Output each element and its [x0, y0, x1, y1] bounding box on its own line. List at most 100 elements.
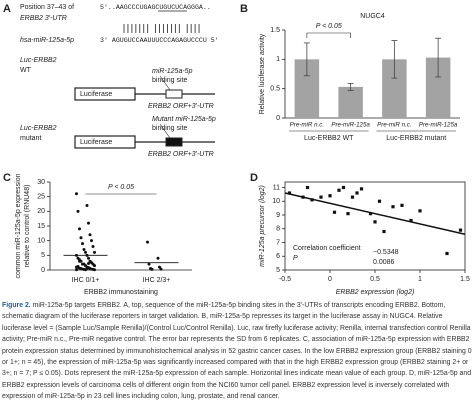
point: [458, 228, 463, 232]
caption: Figure 2. miR-125a-5p targets ERBB2. A, …: [2, 300, 472, 403]
plot-frame: [284, 181, 466, 271]
x-axis-label: ERBB2 immunostaining: [84, 289, 158, 296]
site-label: binding site: [152, 125, 188, 132]
dot: [93, 250, 96, 254]
panel-label: A: [3, 3, 11, 15]
dot: [159, 267, 163, 271]
site-pointer: [159, 75, 171, 91]
dot: [87, 221, 90, 225]
y-axis-label: Relative luciferase activity: [259, 33, 266, 114]
y-tick-label: 1.5: [270, 27, 280, 34]
dot: [88, 233, 92, 237]
point: [409, 218, 413, 223]
point: [377, 199, 382, 203]
dot: [87, 262, 90, 266]
dot: [76, 209, 80, 213]
x-tick-label: Pre-miR-125a: [419, 122, 458, 129]
bar: [338, 86, 363, 118]
y-tick-label: 5: [41, 252, 45, 259]
annotation: P < 0.05: [108, 184, 134, 191]
y-tick-label: 8: [276, 226, 280, 233]
x-tick-label: 1: [418, 276, 422, 283]
dot: [156, 256, 160, 260]
construct-name: Luc-ERBB2: [20, 57, 57, 64]
y-tick-label: 7: [276, 239, 280, 246]
dot: [84, 250, 87, 254]
y-tick-label: 15: [37, 223, 45, 230]
site-label: miR-125a-5p: [152, 68, 193, 75]
constructs: Luc-ERBB2 WT Luciferase miR-125a-5p binding …: [20, 57, 216, 158]
site-pointer: [159, 123, 171, 139]
x-tick-label: 1.5: [460, 276, 470, 283]
significance-bracket: [306, 32, 351, 38]
construct-name: Luc-ERBB2: [20, 125, 57, 132]
point: [337, 188, 341, 192]
panel-label: D: [250, 172, 258, 184]
x-tick-label: -0.5: [279, 276, 291, 283]
x-tick-label: IHC 2/3+: [143, 277, 171, 284]
group-label: Luc-ERBB2 mutant: [386, 135, 446, 142]
x-axis-label: ERBB2 expression (log2): [336, 289, 415, 296]
dot: [79, 236, 83, 240]
x-tick-label: Pre-miR-125a: [331, 122, 370, 129]
stat-value: 0.0086: [373, 259, 395, 266]
point: [319, 195, 323, 199]
x-tick-label: 0.5: [370, 276, 380, 283]
y-tick-label: 6: [276, 253, 280, 260]
stat-value: −0.5348: [373, 249, 399, 256]
point: [382, 229, 386, 234]
caption-lead: Figure 2.: [2, 302, 31, 309]
y-tick-label: 11: [273, 184, 280, 191]
dot: [75, 192, 78, 196]
point: [341, 185, 346, 190]
y-tick-label: 0.5: [270, 86, 280, 93]
dot: [93, 268, 96, 272]
dot: [78, 227, 81, 231]
point: [332, 210, 337, 214]
luciferase-label: Luciferase: [80, 139, 112, 146]
dot: [88, 267, 92, 271]
chart-title: NUGC4: [360, 13, 385, 20]
y-tick-label: 10: [272, 198, 280, 205]
y-tick-label: 0: [41, 267, 45, 274]
stat-label: P: [293, 255, 298, 262]
y-tick-label: 0: [276, 115, 280, 122]
y-tick-label: 30: [37, 179, 45, 186]
base-pairs: [123, 24, 200, 33]
point: [359, 187, 364, 191]
dot: [78, 258, 81, 262]
figure-panels: A Position 37–43 of ERBB2 3′-UTR 5′..AAG…: [3, 3, 470, 296]
point: [355, 191, 359, 195]
point: [305, 185, 310, 190]
binding-site: [165, 89, 183, 99]
x-tick-label: IHC 0/1+: [72, 277, 100, 284]
y-tick-label: 1: [276, 56, 280, 63]
panel-label: B: [240, 3, 248, 15]
position-label: Position 37–43 of: [20, 4, 74, 11]
dot: [93, 264, 96, 268]
dot: [150, 267, 154, 271]
point: [400, 203, 404, 207]
y-axis-label: common miR-125a-5p expression: [15, 173, 22, 278]
point: [418, 209, 422, 213]
stat-label: Correlation coefficient: [293, 245, 361, 252]
y-axis-label: miR-125a precursor (log2): [259, 185, 266, 267]
caption-text: miR-125a-5p targets ERBB2. A, top, seque…: [2, 302, 472, 401]
utr-label: ERBB2 3′-UTR: [20, 15, 67, 22]
y-tick-label: 25: [37, 194, 45, 201]
point: [373, 220, 377, 224]
orf-label: ERBB2 ORF+3′-UTR: [148, 151, 214, 158]
dot: [82, 247, 86, 251]
dot: [90, 239, 93, 243]
target-sequence: 5′..AAGCCCUGAGCUGUCUCAGGGA..: [100, 4, 211, 11]
point: [350, 195, 355, 199]
dot: [81, 242, 84, 246]
construct-state: WT: [20, 67, 32, 74]
mirna-label: hsa-miR-125a-5p: [20, 37, 74, 44]
panel-label: C: [3, 172, 11, 184]
orf-label: ERBB2 ORF+3′-UTR: [148, 103, 214, 110]
dot: [75, 268, 78, 272]
y-tick-label: 5: [276, 267, 280, 274]
y-tick-label: 20: [37, 208, 45, 215]
